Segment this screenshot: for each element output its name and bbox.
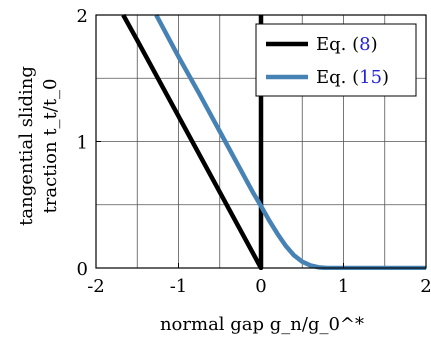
y-tick-label-2: 2 xyxy=(77,6,88,27)
x-tick-label-4: 2 xyxy=(420,276,431,297)
y-tick-label-1: 1 xyxy=(77,133,88,154)
y-tick-label-0: 0 xyxy=(77,259,88,280)
y-axis-label-line2: traction t_t/t_0 xyxy=(40,78,61,213)
x-axis-label: normal gap g_n/g_0^* xyxy=(160,314,364,335)
legend-label-2: Eq. (15) xyxy=(316,67,389,88)
y-axis-label-line1: tangential sliding xyxy=(16,66,37,226)
x-tick-label-1: -1 xyxy=(170,276,188,297)
ticks: -2 -1 0 1 2 0 1 2 xyxy=(77,6,431,297)
x-tick-label-2: 0 xyxy=(255,276,266,297)
x-tick-label-0: -2 xyxy=(87,276,105,297)
legend-box xyxy=(255,23,417,97)
x-tick-label-3: 1 xyxy=(338,276,349,297)
legend-label-1: Eq. (8) xyxy=(316,34,378,55)
legend: Eq. (8) Eq. (15) xyxy=(255,23,417,97)
series-line-1 xyxy=(121,13,264,270)
